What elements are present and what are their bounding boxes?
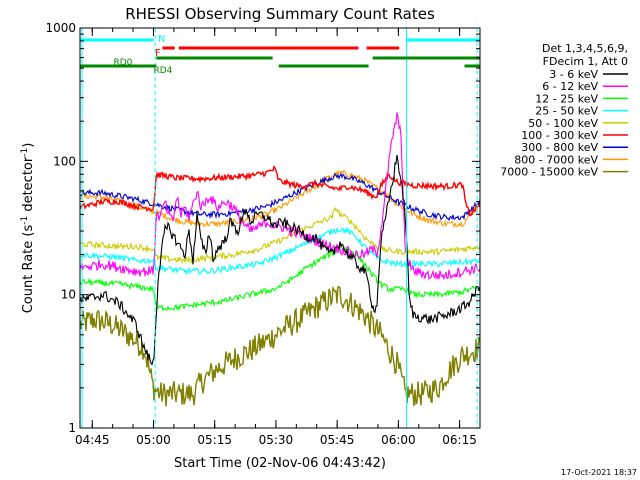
legend-label-7: 800 - 7000 keV: [514, 153, 598, 166]
series-line-6: [80, 172, 480, 222]
series-line-2: [80, 245, 480, 312]
y-tick-label-1: 10: [61, 288, 76, 302]
y-axis-title-sup2: -1: [20, 148, 30, 157]
legend-label-6: 300 - 800 keV: [521, 141, 598, 154]
flag-label-n: N: [158, 34, 165, 45]
y-axis: 1 10 100 1000: [45, 21, 480, 435]
x-tick-label-4: 05:45: [320, 433, 355, 447]
series-line-8: [80, 285, 480, 407]
plot-area: NF RD0 RD4: [80, 28, 480, 428]
flag-label-rd0: RD0: [113, 58, 132, 68]
y-axis-title-main: Count Rate (s: [21, 225, 36, 314]
y-axis-title-end: ): [21, 143, 36, 148]
x-tick-label-3: 05:30: [259, 433, 294, 447]
x-axis: 04:45 05:00 05:15 05:30 05:45 06:00 06:15: [75, 28, 477, 447]
flag-label-f: F: [155, 48, 161, 59]
y-axis-title-mid: detector: [21, 156, 36, 216]
x-tick-label-5: 06:00: [381, 433, 416, 447]
plot-frame: [79, 27, 481, 429]
generation-timestamp: 17-Oct-2021 18:37: [561, 468, 637, 477]
series-line-0: [80, 154, 480, 366]
series-line-4: [80, 206, 480, 265]
legend-label-0: 3 - 6 keV: [549, 68, 598, 81]
legend: Det 1,3,4,5,6,9,FDecim 1, Att 03 - 6 keV…: [500, 42, 628, 179]
x-tick-label-0: 04:45: [75, 433, 110, 447]
legend-label-3: 25 - 50 keV: [535, 105, 598, 118]
y-tick-label-3: 1000: [45, 21, 76, 35]
x-tick-label-6: 06:15: [442, 433, 477, 447]
legend-label-4: 50 - 100 keV: [528, 117, 598, 130]
x-tick-label-1: 05:00: [136, 433, 171, 447]
y-axis-title-sup1: -1: [20, 216, 30, 225]
series-line-3: [80, 225, 480, 276]
x-tick-label-2: 05:15: [197, 433, 232, 447]
legend-label-1: 6 - 12 keV: [542, 80, 598, 93]
legend-label-2: 12 - 25 keV: [535, 92, 598, 105]
legend-label-5: 100 - 300 keV: [521, 129, 598, 142]
y-tick-label-0: 1: [68, 421, 76, 435]
x-axis-title: Start Time (02-Nov-06 04:43:42): [174, 456, 386, 471]
legend-label-8: 7000 - 15000 keV: [500, 166, 598, 179]
series-line-1: [80, 112, 480, 281]
flag-label-rd4: RD4: [153, 66, 172, 76]
chart-title: RHESSI Observing Summary Count Rates: [125, 5, 435, 23]
y-tick-label-2: 100: [53, 154, 76, 168]
series-line-5: [80, 165, 480, 217]
legend-header-1: FDecim 1, Att 0: [543, 55, 628, 68]
legend-header-0: Det 1,3,4,5,6,9,: [542, 42, 628, 55]
y-axis-title: Count Rate (s-1 detector-1): [20, 143, 36, 314]
